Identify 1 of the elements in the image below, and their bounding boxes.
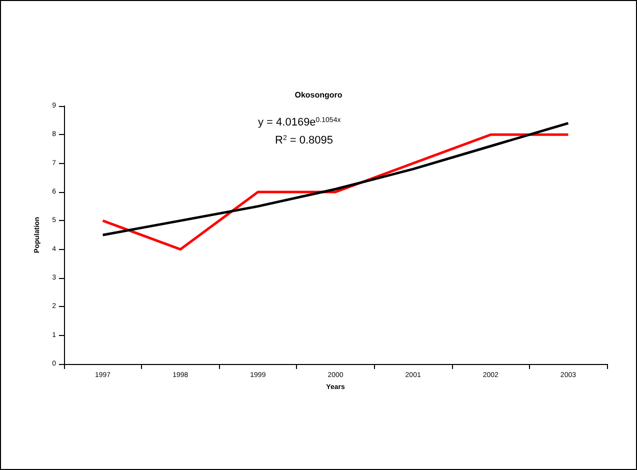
chart-title: Okosongoro <box>294 90 342 100</box>
